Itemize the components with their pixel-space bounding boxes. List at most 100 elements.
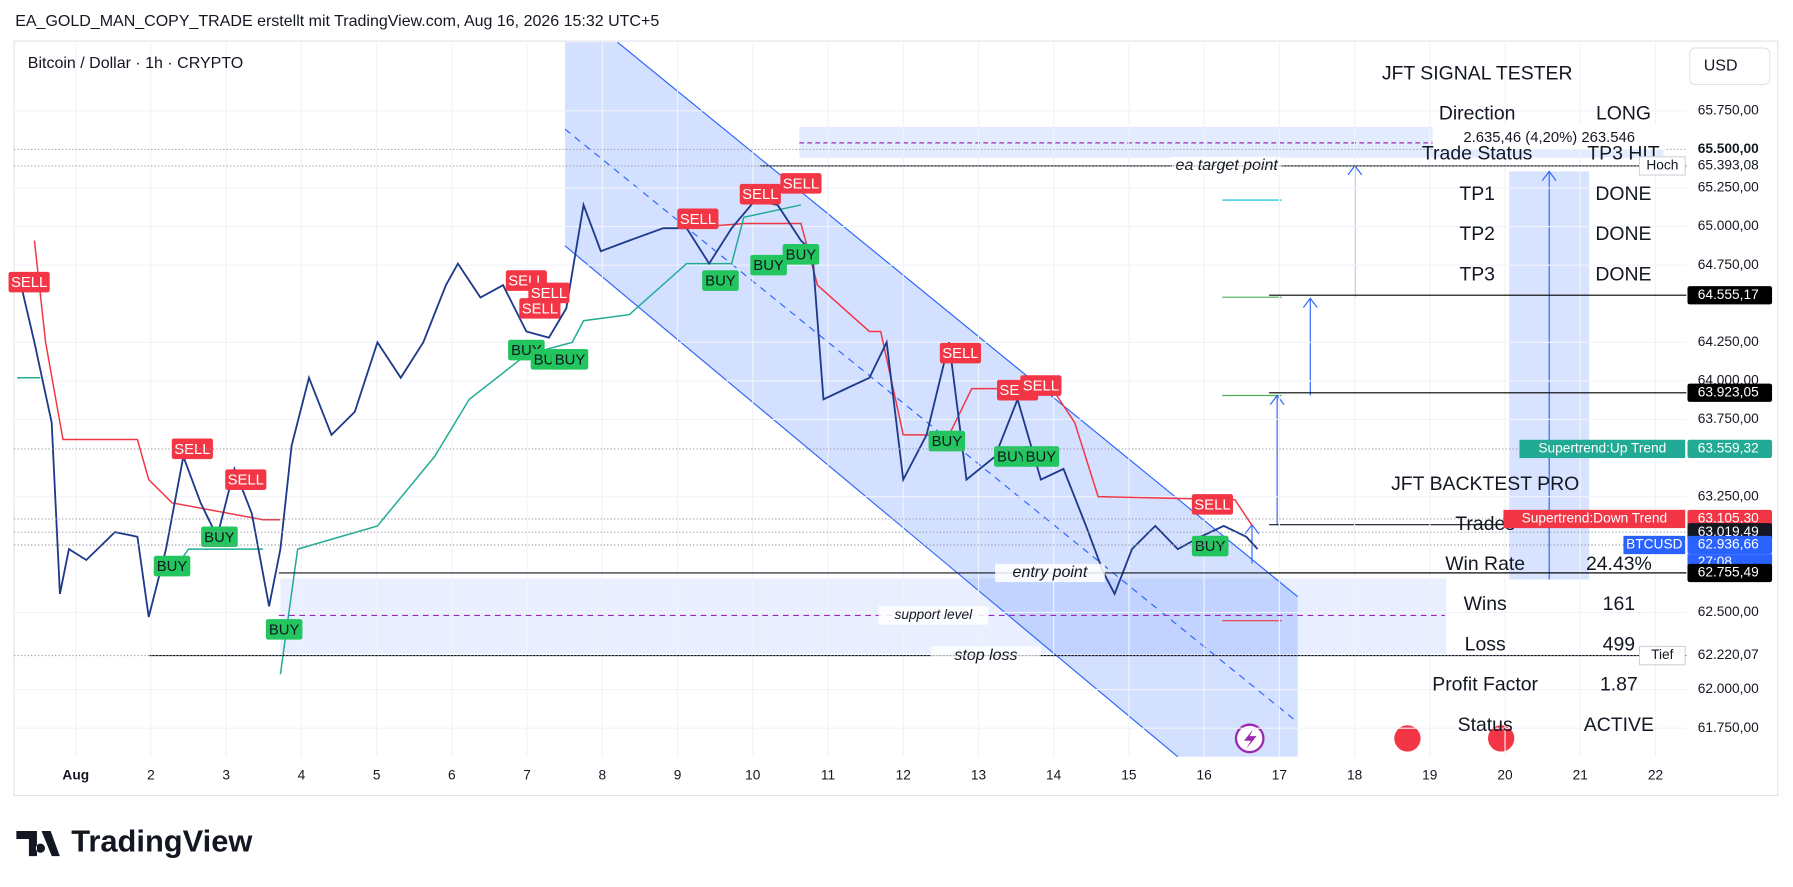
panels: JFT SIGNAL TESTER JFT BACKTEST PRO Direc… xyxy=(1382,62,1660,736)
channel-bottom xyxy=(564,245,1179,758)
panel-label: TP1 xyxy=(1459,183,1495,205)
panel-label: Wins xyxy=(1464,593,1507,615)
x-tick-label: 22 xyxy=(1648,768,1663,783)
price-badge xyxy=(1687,535,1773,555)
axes: 61.750,00 62.000,00 62.500,00 63.250,00 63.7… xyxy=(62,102,1773,783)
price-tag xyxy=(1503,509,1686,529)
y-tick-label: 65.750,00 xyxy=(1698,102,1759,117)
price-badge-label: 62.936,66 xyxy=(1698,537,1759,552)
x-tick-label: 9 xyxy=(674,768,682,783)
currency-button[interactable] xyxy=(1689,47,1771,86)
price-badge xyxy=(1687,140,1773,159)
signal-tag xyxy=(780,173,822,194)
panel-title: JFT BACKTEST PRO xyxy=(1391,473,1579,495)
signal-label: BUY xyxy=(1195,539,1226,555)
panel-value: LONG xyxy=(1596,102,1651,124)
price-tag-label: Tief xyxy=(1651,647,1674,662)
price-badge-label: 62.755,49 xyxy=(1698,565,1759,580)
y-tick-label: 63.750,00 xyxy=(1698,411,1759,426)
panel-label: TP3 xyxy=(1459,263,1495,285)
x-tick-label: 6 xyxy=(448,768,456,783)
price-badge-label: 63.105,30 xyxy=(1698,511,1759,526)
panel-title: JFT SIGNAL TESTER xyxy=(1382,62,1573,84)
signal-tag xyxy=(1191,535,1229,557)
y-tick-label: 63.250,00 xyxy=(1698,488,1759,503)
currency[interactable]: USD xyxy=(1704,58,1738,75)
level-label-bg xyxy=(1171,156,1282,176)
signal-tag xyxy=(519,298,561,319)
price-badge-label: 65.500,00 xyxy=(1698,141,1759,156)
header-title: EA_GOLD_MAN_COPY_TRADE erstellt mit Trad… xyxy=(15,13,659,30)
x-tick-label: Aug xyxy=(62,768,89,783)
panel-value: 24.43% xyxy=(1586,553,1652,575)
signal-label: BUY xyxy=(157,559,188,575)
panel-label: Trades xyxy=(1455,513,1515,535)
panel-value: DONE xyxy=(1595,183,1651,205)
level-label-bg xyxy=(878,606,989,625)
x-tick-label: 5 xyxy=(373,768,381,783)
measure-label-bg xyxy=(1432,124,1666,150)
signal-label: BUY xyxy=(786,247,817,263)
signal-tag xyxy=(225,469,267,490)
signal-label: BUY xyxy=(932,434,963,450)
x-tick-label: 16 xyxy=(1197,768,1213,783)
x-tick-label: 8 xyxy=(599,768,607,783)
level-label-bg xyxy=(995,563,1105,583)
signal-label: SELL xyxy=(531,286,567,302)
signal-tag xyxy=(8,271,50,293)
signal-tag xyxy=(1022,446,1060,467)
channel-top xyxy=(617,41,1299,598)
signal-label: SELL xyxy=(742,187,778,203)
x-tick-label: 2 xyxy=(147,768,155,783)
signal-label: BUY xyxy=(269,622,300,638)
signal-tag xyxy=(265,619,303,640)
x-tick-label: 15 xyxy=(1121,768,1137,783)
price-line xyxy=(17,199,1259,618)
signal-label: SELL xyxy=(174,442,210,458)
price-tag-label: BTCUSD xyxy=(1626,537,1682,552)
panel-label: Loss xyxy=(1465,633,1506,655)
price-badge xyxy=(1687,563,1773,583)
level-label: entry point xyxy=(1013,564,1088,581)
signal-label: SELL xyxy=(1023,379,1059,395)
y-tick-label: 62.500,00 xyxy=(1698,604,1759,619)
bolt xyxy=(1243,729,1257,749)
signal-tag xyxy=(677,208,719,230)
price-tag xyxy=(1519,439,1686,459)
price-badge xyxy=(1687,439,1773,459)
signal-label: SELL xyxy=(942,346,978,362)
level-label-bg xyxy=(931,646,1041,665)
y-tick-label: 64.750,00 xyxy=(1698,257,1759,272)
panel-value: 499 xyxy=(1603,633,1635,655)
measure-label: 2.635,46 (4,20%) 263.546 xyxy=(1463,130,1635,146)
panel-value: 161 xyxy=(1603,593,1635,615)
price-tag-label: Supertrend:Down Trend xyxy=(1522,511,1668,526)
signal-tag xyxy=(1191,494,1233,515)
panel-label: Status xyxy=(1458,714,1513,736)
signal-tag xyxy=(702,270,739,291)
price-badge xyxy=(1687,286,1773,305)
x-tick-label: 10 xyxy=(745,768,761,783)
logo-mark xyxy=(16,830,60,857)
x-tick-label: 11 xyxy=(821,768,835,783)
x-tick-label: 20 xyxy=(1497,768,1513,783)
signal-tag xyxy=(153,555,191,577)
flag-icon xyxy=(1390,721,1425,755)
flag-icon xyxy=(1484,721,1518,755)
x-tick-label: 19 xyxy=(1422,768,1437,783)
price-tag-label: Supertrend:Up Trend xyxy=(1538,441,1666,456)
signal-tag xyxy=(1020,375,1062,396)
price-badge-label: 63.559,32 xyxy=(1698,441,1759,456)
price-tag xyxy=(1638,645,1686,666)
y-tick-label: 62.000,00 xyxy=(1698,681,1759,696)
panel-label: Direction xyxy=(1439,102,1516,124)
signal-label: BUY xyxy=(997,450,1028,466)
signal-label: SELL xyxy=(1194,497,1230,513)
price-badge xyxy=(1687,156,1773,176)
price-tag xyxy=(1638,156,1686,176)
signal-tag xyxy=(939,342,981,364)
price-badge-label: 63.923,05 xyxy=(1698,384,1759,399)
panel-label: Trade Status xyxy=(1422,143,1533,165)
